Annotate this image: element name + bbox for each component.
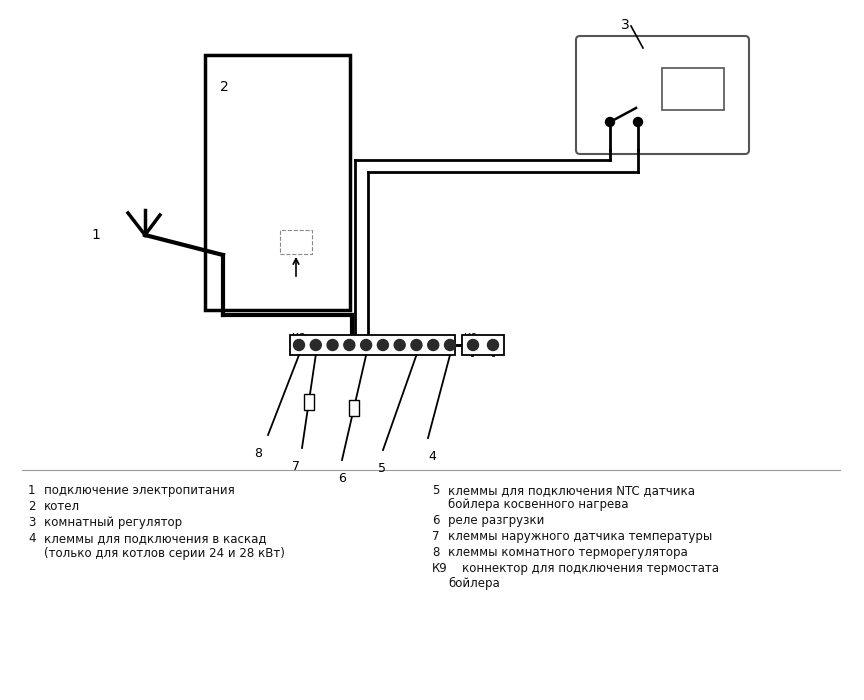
Text: 7: 7 — [432, 530, 440, 543]
Text: 6: 6 — [432, 514, 440, 527]
Text: клеммы комнатного терморегулятора: клеммы комнатного терморегулятора — [448, 546, 688, 559]
Text: бойлера косвенного нагрева: бойлера косвенного нагрева — [448, 498, 628, 511]
Bar — [462, 335, 504, 355]
Text: бойлера: бойлера — [448, 577, 499, 590]
Text: 4: 4 — [28, 532, 35, 545]
Text: 8: 8 — [432, 546, 440, 559]
Text: клеммы для подключения NTC датчика: клеммы для подключения NTC датчика — [448, 484, 695, 497]
Text: 3: 3 — [28, 516, 35, 529]
Text: 3: 3 — [621, 18, 630, 32]
Bar — [304, 393, 314, 410]
Bar — [349, 400, 359, 416]
Text: котел: котел — [44, 500, 80, 513]
Circle shape — [633, 118, 643, 127]
Circle shape — [428, 340, 439, 351]
Text: 2: 2 — [220, 80, 229, 94]
Bar — [205, 55, 350, 310]
Text: 1: 1 — [28, 484, 35, 497]
Text: реле разгрузки: реле разгрузки — [448, 514, 544, 527]
Circle shape — [310, 340, 321, 351]
Text: K9: K9 — [464, 333, 478, 343]
Text: K8: K8 — [292, 333, 305, 343]
Bar — [290, 335, 455, 355]
Text: комнатный регулятор: комнатный регулятор — [44, 516, 182, 529]
Circle shape — [360, 340, 372, 351]
Bar — [662, 68, 724, 110]
Text: коннектор для подключения термостата: коннектор для подключения термостата — [462, 562, 719, 575]
Text: 1: 1 — [292, 345, 298, 354]
Text: 4: 4 — [428, 450, 436, 463]
Text: клеммы для подключения в каскад: клеммы для подключения в каскад — [44, 532, 266, 545]
Bar — [280, 230, 312, 254]
Circle shape — [487, 340, 499, 351]
Circle shape — [344, 340, 355, 351]
Text: 2: 2 — [28, 500, 35, 513]
Text: 5: 5 — [432, 484, 440, 497]
Text: подключение электропитания: подключение электропитания — [44, 484, 235, 497]
Text: 7: 7 — [292, 460, 300, 473]
Circle shape — [606, 118, 614, 127]
Circle shape — [467, 340, 479, 351]
Text: (только для котлов серии 24 и 28 кВт): (только для котлов серии 24 и 28 кВт) — [44, 547, 285, 560]
Text: 1: 1 — [91, 228, 100, 242]
Text: 6: 6 — [338, 472, 346, 485]
Circle shape — [378, 340, 389, 351]
Circle shape — [394, 340, 405, 351]
FancyBboxPatch shape — [576, 36, 749, 154]
Text: 10: 10 — [440, 345, 451, 354]
Circle shape — [411, 340, 422, 351]
Text: клеммы наружного датчика температуры: клеммы наружного датчика температуры — [448, 530, 712, 543]
Text: 5: 5 — [378, 462, 386, 475]
Circle shape — [294, 340, 304, 351]
Text: К9: К9 — [432, 562, 448, 575]
Circle shape — [327, 340, 338, 351]
Circle shape — [444, 340, 455, 351]
Text: 8: 8 — [254, 447, 262, 460]
